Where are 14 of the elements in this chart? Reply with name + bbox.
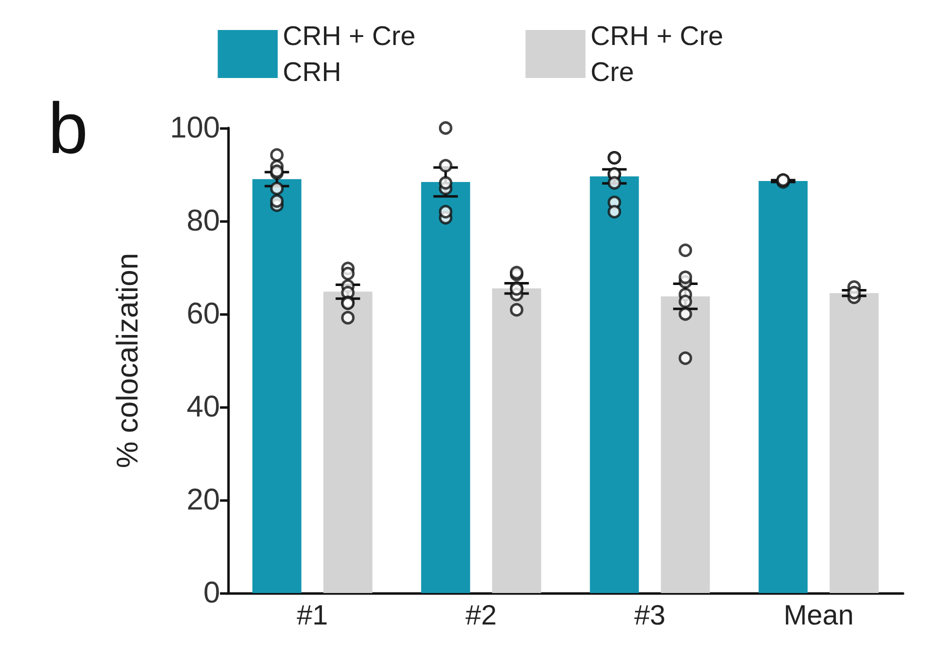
x-tick-label: #2 <box>466 600 497 630</box>
y-tick-label: 40 <box>186 390 220 424</box>
text: b <box>48 89 88 169</box>
legend-label: CRH + Cre Cre <box>590 21 724 87</box>
x-tick-label: Mean <box>784 600 854 630</box>
y-tick-label: 20 <box>186 484 220 516</box>
x-tick-label: #3 <box>634 600 666 630</box>
x-tick-label: #1 <box>296 600 328 630</box>
y-axis-title: % colocalization <box>112 252 144 468</box>
legend-label: CRH + Cre CRH <box>282 21 416 87</box>
y-tick-label: 80 <box>186 204 220 238</box>
y-tick-label: 100 <box>170 112 220 144</box>
y-tick-label: 60 <box>186 298 220 330</box>
y-tick-label: 0 <box>203 576 220 610</box>
